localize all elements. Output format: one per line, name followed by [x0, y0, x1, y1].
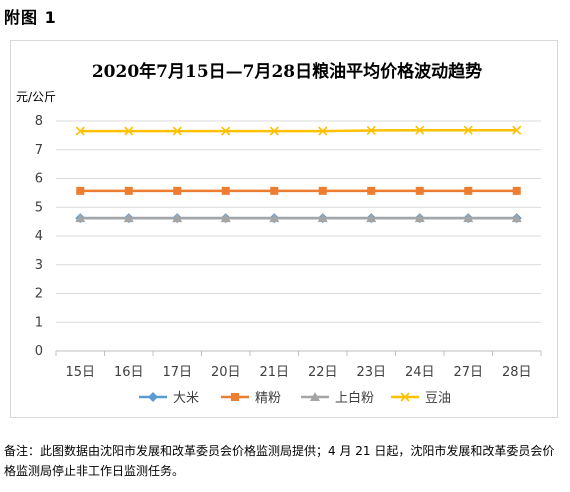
y-tick-label: 3 — [35, 258, 43, 273]
legend-label: 豆油 — [425, 391, 451, 406]
data-point-triangle — [123, 213, 134, 223]
legend-label: 上白粉 — [335, 390, 374, 406]
data-point-x — [366, 125, 376, 136]
data-point-x — [512, 125, 522, 135]
y-tick-label: 7 — [35, 143, 43, 158]
data-point-diamond — [148, 392, 158, 402]
data-point-x — [269, 126, 279, 136]
y-tick-label: 1 — [35, 315, 43, 330]
x-tick-label: 21日 — [259, 365, 289, 380]
axes: 0 1 2 3 4 5 6 7 8 15日 16日 17日 20日 21日 22日 23日 24日 27日 28日 — [35, 114, 542, 380]
data-point-square — [367, 186, 376, 195]
data-point-square — [221, 186, 230, 195]
series-1 — [76, 186, 521, 195]
legend: 大米 精粉 上白粉 豆油 — [139, 390, 451, 406]
x-tick-label: 23日 — [356, 365, 386, 380]
data-point-x — [415, 125, 425, 135]
x-tick-label: 27日 — [453, 365, 483, 380]
data-point-triangle — [172, 213, 183, 223]
footnote: 备注：此图数据由沈阳市发展和改革委员会价格监测局提供；4 月 21 日起，沈阳市… — [4, 444, 555, 478]
y-tick-label: 4 — [35, 229, 43, 244]
series-3 — [75, 125, 522, 136]
series-line — [80, 128, 517, 133]
data-point-square — [512, 186, 521, 195]
y-tick-label: 2 — [35, 287, 43, 302]
data-point-x — [221, 126, 231, 136]
x-tick-label: 28日 — [502, 365, 532, 380]
line-chart: 2020年7月15日—7月28日粮油平均价格波动趋势 元/公斤 0 1 2 3 4 5 6 7… — [16, 61, 542, 406]
y-axis-unit-label: 元/公斤 — [16, 90, 56, 104]
x-tick-label: 22日 — [308, 365, 338, 380]
x-tick-label: 20日 — [211, 365, 241, 380]
legend-item-2: 上白粉 — [301, 390, 374, 406]
figure-label: 附图 1 — [4, 8, 57, 27]
legend-label: 大米 — [173, 391, 199, 406]
data-point-x — [400, 392, 410, 402]
data-point-x — [463, 125, 473, 135]
chart-title: 2020年7月15日—7月28日粮油平均价格波动趋势 — [92, 61, 482, 82]
data-point-x — [124, 126, 134, 136]
data-point-triangle — [414, 213, 425, 223]
x-tick-label: 15日 — [65, 365, 95, 380]
data-point-x — [172, 126, 182, 136]
data-point-triangle — [269, 213, 280, 223]
data-point-square — [270, 186, 279, 195]
data-point-square — [231, 393, 239, 401]
data-point-triangle — [317, 213, 328, 223]
data-point-triangle — [75, 213, 86, 223]
gridlines — [56, 120, 541, 352]
y-tick-label: 0 — [35, 344, 43, 359]
data-point-triangle — [463, 213, 474, 223]
data-point-square — [318, 186, 327, 195]
y-tick-label: 8 — [35, 114, 43, 129]
legend-item-3: 豆油 — [391, 391, 451, 406]
data-point-triangle — [366, 213, 377, 223]
legend-item-1: 精粉 — [221, 391, 281, 406]
data-point-square — [464, 186, 473, 195]
x-tick-label: 24日 — [405, 365, 435, 380]
legend-item-0: 大米 — [139, 391, 199, 406]
series-group — [75, 125, 522, 224]
data-point-triangle — [511, 213, 522, 223]
data-point-triangle — [220, 213, 231, 223]
series-2 — [75, 213, 522, 223]
chart-frame: 2020年7月15日—7月28日粮油平均价格波动趋势 元/公斤 0 1 2 3 4 5 6 7… — [10, 40, 558, 418]
data-point-square — [124, 186, 133, 195]
x-tick-label: 16日 — [114, 365, 144, 380]
data-point-square — [76, 186, 85, 195]
x-tick-label: 17日 — [162, 365, 192, 380]
legend-label: 精粉 — [255, 391, 281, 406]
data-point-square — [173, 186, 182, 195]
data-point-square — [415, 186, 424, 195]
data-point-x — [318, 126, 328, 136]
y-tick-label: 5 — [35, 200, 43, 215]
data-point-x — [75, 126, 85, 136]
y-tick-label: 6 — [35, 172, 43, 187]
data-point-triangle — [310, 392, 320, 401]
